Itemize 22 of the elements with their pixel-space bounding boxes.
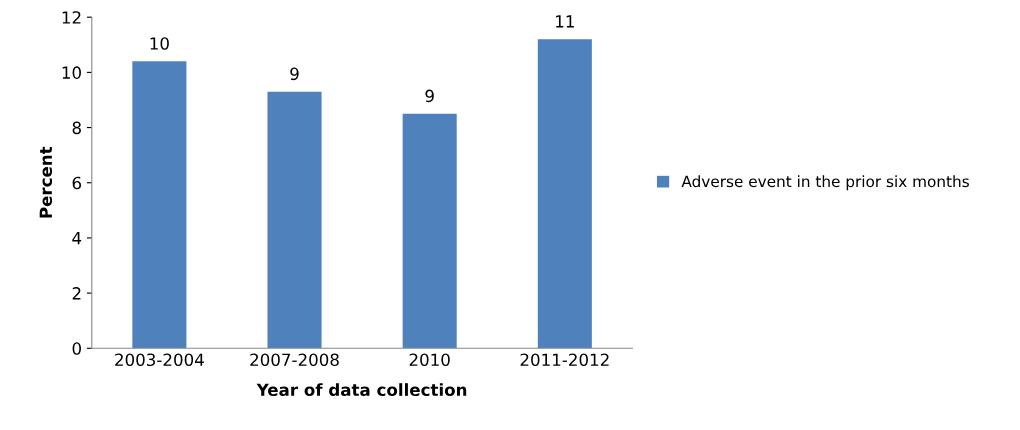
data-label: 11 bbox=[556, 15, 574, 28]
data-label: 10 bbox=[150, 37, 169, 50]
y-tick-label: 4 bbox=[72, 232, 82, 245]
y-tick-label: 8 bbox=[72, 121, 81, 135]
bar bbox=[132, 61, 187, 349]
bar bbox=[402, 113, 457, 349]
bar bbox=[267, 91, 322, 349]
y-tick-label: 12 bbox=[62, 11, 81, 24]
y-tick-label: 10 bbox=[62, 66, 81, 79]
x-tick-label: 2011-2012 bbox=[520, 353, 609, 367]
x-tick-label: 2003-2004 bbox=[115, 353, 204, 367]
y-tick-label: 2 bbox=[72, 287, 81, 300]
y-tick-label: 0 bbox=[72, 342, 81, 355]
x-tick-label: 2007-2008 bbox=[250, 353, 339, 367]
data-label: 9 bbox=[290, 67, 299, 81]
legend-label: Adverse event in the prior six months bbox=[681, 175, 969, 191]
x-axis-title: Year of data collection bbox=[256, 383, 467, 397]
bar bbox=[537, 39, 592, 349]
x-tick-label: 2010 bbox=[409, 353, 450, 367]
y-tick-label: 6 bbox=[72, 176, 82, 190]
y-axis-title: Percent bbox=[39, 146, 53, 218]
data-label: 9 bbox=[425, 89, 434, 103]
